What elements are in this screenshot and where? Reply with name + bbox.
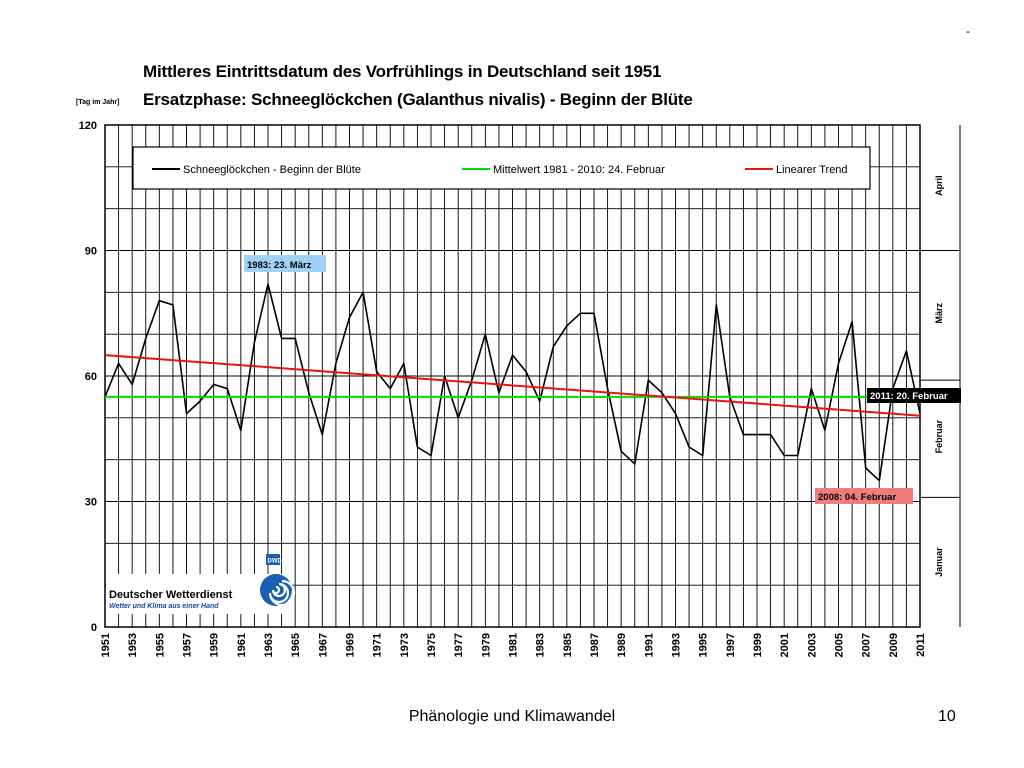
x-tick-label: 1965 xyxy=(290,633,302,657)
x-tick-label: 1975 xyxy=(426,633,438,657)
x-tick-label: 1977 xyxy=(453,633,465,657)
x-tick-label: 2003 xyxy=(806,633,818,657)
x-tick-label: 1981 xyxy=(508,633,520,657)
logo-name: Deutscher Wetterdienst xyxy=(109,589,233,601)
month-label: Januar xyxy=(934,547,944,577)
x-tick-label: 1991 xyxy=(643,633,655,657)
series-line xyxy=(104,354,921,417)
x-tick-label: 1987 xyxy=(589,633,601,657)
y-tick-label: 60 xyxy=(85,371,97,383)
x-tick-label: 2001 xyxy=(779,633,791,657)
series-lines xyxy=(104,283,921,482)
x-tick-label: 1953 xyxy=(127,633,139,657)
annotation-box xyxy=(867,388,961,403)
dwd-spiral-logo-icon: DWD xyxy=(260,554,296,607)
x-tick-label: 1951 xyxy=(100,633,112,657)
y-tick-label: 120 xyxy=(79,120,97,132)
legend-entry: Mittelwert 1981 - 2010: 24. Februar xyxy=(493,164,665,176)
x-tick-label: 1999 xyxy=(752,633,764,657)
x-tick-label: 1983 xyxy=(535,633,547,657)
page-number: 10 xyxy=(938,708,956,725)
chart-title: Mittleres Eintrittsdatum des Vorfrühling… xyxy=(143,62,662,81)
annotation-label: 1983: 23. März xyxy=(247,260,312,271)
x-tick-label: 1993 xyxy=(671,633,683,657)
snowdrop-chart: 0 30 60 90 120 1951 1953 1955 1957 1959 1961 1963 19… xyxy=(79,120,961,657)
x-tick-label: 1969 xyxy=(345,633,357,657)
y-tick-label: 30 xyxy=(85,497,97,509)
legend-entry: Linearer Trend xyxy=(776,164,848,176)
x-tick-label: 1971 xyxy=(372,633,384,657)
y-axis-unit-label: [Tag im Jahr] xyxy=(76,99,120,106)
footer-title: Phänologie und Klimawandel xyxy=(408,708,616,725)
x-tick-label: 2011 xyxy=(915,633,927,657)
x-tick-label: 1957 xyxy=(182,633,194,657)
x-tick-label: 2005 xyxy=(834,633,846,657)
y-tick-label: 0 xyxy=(91,622,97,634)
series-line xyxy=(104,283,921,482)
month-label: März xyxy=(934,303,944,324)
x-tick-label: 1967 xyxy=(317,633,329,657)
x-tick-label: 1995 xyxy=(698,633,710,657)
axes: 0 30 60 90 120 1951 1953 1955 1957 1959 1961 1963 19… xyxy=(79,120,944,657)
dwd-logo: Deutscher Wetterdienst Wetter und Klima … xyxy=(106,554,296,614)
chart-subtitle: Ersatzphase: Schneeglöckchen (Galanthus … xyxy=(143,90,693,109)
x-tick-label: 1955 xyxy=(154,633,166,657)
logo-tagline: Wetter und Klima aus einer Hand xyxy=(109,603,219,610)
annotation-label: 2008: 04. Februar xyxy=(818,492,896,503)
legend-entry: Schneeglöckchen - Beginn der Blüte xyxy=(183,164,361,176)
x-tick-label: 1985 xyxy=(562,633,574,657)
y-tick-label: 90 xyxy=(85,246,97,258)
x-tick-label: 1997 xyxy=(725,633,737,657)
x-tick-label: 2009 xyxy=(888,633,900,657)
plot-frame xyxy=(104,124,921,628)
logo-badge: DWD xyxy=(268,559,283,565)
x-tick-label: 1979 xyxy=(480,633,492,657)
annotations: 1983: 23. März 2011: 20. Februar 2008: 04.… xyxy=(244,255,961,504)
x-tick-label: 1961 xyxy=(236,633,248,657)
x-tick-label: 2007 xyxy=(861,633,873,657)
month-label: April xyxy=(934,175,944,196)
x-tick-label: 1963 xyxy=(263,633,275,657)
x-tick-label: 1959 xyxy=(209,633,221,657)
legend: Schneeglöckchen - Beginn der Blüte Mittel… xyxy=(132,146,871,190)
grid xyxy=(104,124,961,628)
corner-mark: - xyxy=(966,24,970,38)
month-label: Februar xyxy=(934,419,944,453)
annotation-box xyxy=(244,255,326,272)
annotation-box xyxy=(815,488,913,504)
x-tick-label: 1973 xyxy=(399,633,411,657)
annotation-label: 2011: 20. Februar xyxy=(870,391,948,402)
x-tick-label: 1989 xyxy=(616,633,628,657)
